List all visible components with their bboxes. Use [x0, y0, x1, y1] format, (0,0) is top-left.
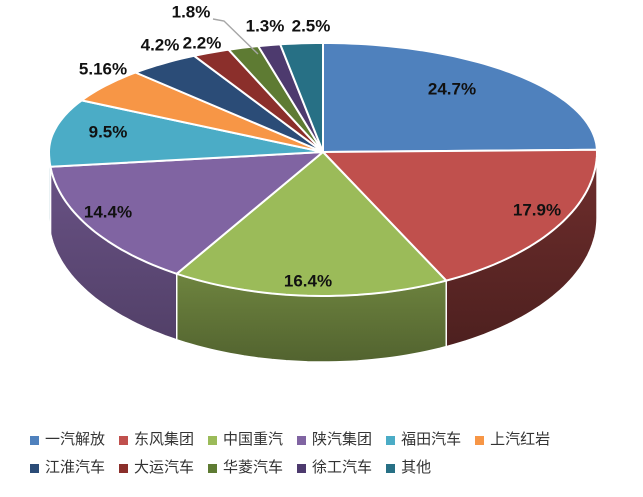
legend-item-6: 江淮汽车: [30, 461, 105, 476]
pie-value-label-6: 4.2%: [141, 36, 180, 55]
pie-slice-2: [175, 151, 448, 297]
pie-value-label-7: 2.2%: [183, 34, 222, 53]
legend-swatch-8: [208, 464, 218, 473]
legend-item-7: 大运汽车: [119, 461, 194, 476]
legend-row-1: 一汽解放 东风集团 中国重汽 陕汽集团 福田汽车 上汽红岩: [30, 433, 630, 448]
pie-slice-3: [49, 151, 324, 275]
legend-label-7: 大运汽车: [134, 460, 195, 476]
legend-swatch-0: [30, 436, 39, 445]
pie-value-label-0: 24.7%: [428, 80, 476, 99]
legend-swatch-5: [475, 436, 485, 445]
legend-item-10: 其他: [386, 461, 431, 476]
pie-value-label-10: 2.5%: [292, 17, 331, 36]
legend-item-1: 东风集团: [119, 433, 194, 448]
legend-label-4: 福田汽车: [401, 432, 462, 448]
pie-value-label-2: 16.4%: [284, 272, 332, 291]
legend-label-1: 东风集团: [134, 432, 195, 448]
label-leader-line: [212, 18, 259, 55]
pie-value-label-1: 17.9%: [513, 201, 561, 220]
legend-label-9: 徐工汽车: [312, 460, 373, 476]
legend-label-0: 一汽解放: [45, 432, 106, 448]
legend-swatch-2: [208, 436, 218, 445]
pie-value-label-4: 9.5%: [89, 123, 128, 142]
legend-swatch-10: [386, 464, 396, 473]
legend-label-10: 其他: [401, 460, 432, 476]
legend-swatch-6: [30, 464, 39, 473]
legend-label-5: 上汽红岩: [490, 432, 551, 448]
legend-label-2: 中国重汽: [223, 432, 284, 448]
legend-swatch-1: [119, 436, 129, 445]
legend-item-4: 福田汽车: [386, 433, 461, 448]
chart-legend: 一汽解放 东风集团 中国重汽 陕汽集团 福田汽车 上汽红岩江淮汽车 大运汽车 华菱汽车 徐工汽车…: [30, 433, 630, 489]
pie-slice-10: [279, 42, 324, 153]
legend-swatch-3: [297, 436, 307, 445]
pie-slice-6: [134, 54, 324, 153]
legend-item-5: 上汽红岩: [475, 433, 550, 448]
pie-slice-1: [322, 148, 598, 282]
pie-value-label-9: 1.3%: [246, 17, 285, 36]
pie-value-label-5: 5.16%: [79, 60, 127, 79]
pie-slice-5: [80, 71, 324, 153]
legend-item-3: 陕汽集团: [297, 433, 372, 448]
legend-item-2: 中国重汽: [208, 433, 283, 448]
pie-slice-4: [48, 99, 324, 168]
legend-swatch-7: [119, 464, 129, 473]
legend-item-9: 徐工汽车: [297, 461, 372, 476]
pie-slice-0: [322, 42, 598, 153]
legend-label-3: 陕汽集团: [312, 432, 373, 448]
legend-label-8: 华菱汽车: [223, 460, 284, 476]
legend-item-0: 一汽解放: [30, 433, 105, 448]
pie-value-label-8: 1.8%: [172, 3, 211, 22]
legend-swatch-4: [386, 436, 396, 445]
legend-item-8: 华菱汽车: [208, 461, 283, 476]
pie-value-label-3: 14.4%: [84, 203, 132, 222]
legend-swatch-9: [297, 464, 307, 473]
legend-label-6: 江淮汽车: [45, 460, 106, 476]
legend-row-2: 江淮汽车 大运汽车 华菱汽车 徐工汽车 其他: [30, 461, 630, 476]
